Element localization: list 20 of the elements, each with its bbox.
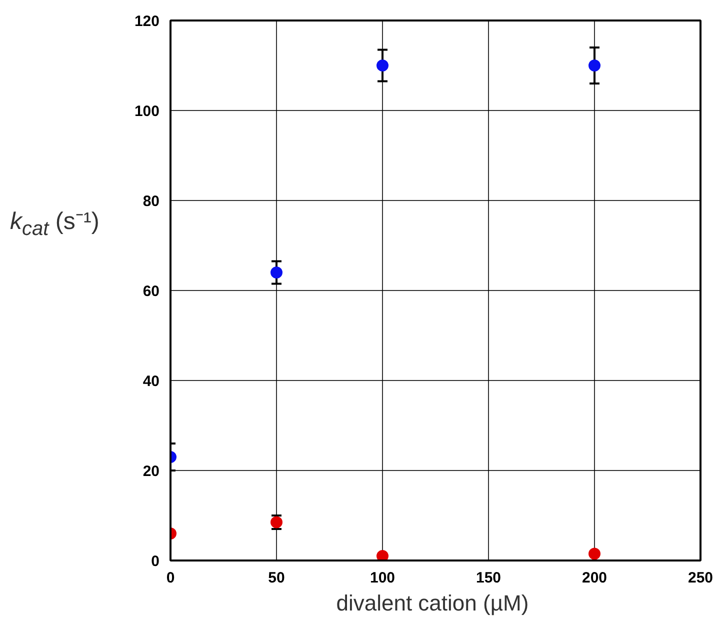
point (588, 60, 600, 72)
point (270, 266, 282, 278)
point (376, 60, 388, 72)
y-tick-label: 120 (134, 13, 160, 30)
point (588, 548, 600, 560)
point (376, 550, 388, 560)
x-axis-title: divalent cation (µM) (336, 590, 529, 616)
x-tick-label: 50 (268, 570, 285, 586)
y-tick-label: 0 (151, 553, 160, 570)
y-tick-label: 20 (142, 463, 160, 480)
x-tick-label: 0 (166, 570, 175, 586)
x-tick-label: 100 (370, 570, 396, 586)
x-tick-label: 200 (582, 570, 608, 586)
y-axis-title: k$_{cat}$ (s⁻¹) (10, 207, 100, 242)
y-tick-label: 60 (142, 283, 160, 300)
y-tick-label: 80 (142, 193, 160, 210)
y-tick-label: 40 (142, 373, 160, 390)
y-tick-label: 100 (134, 103, 160, 120)
x-tick-label: 250 (688, 570, 714, 586)
x-tick-label: 150 (476, 570, 502, 586)
